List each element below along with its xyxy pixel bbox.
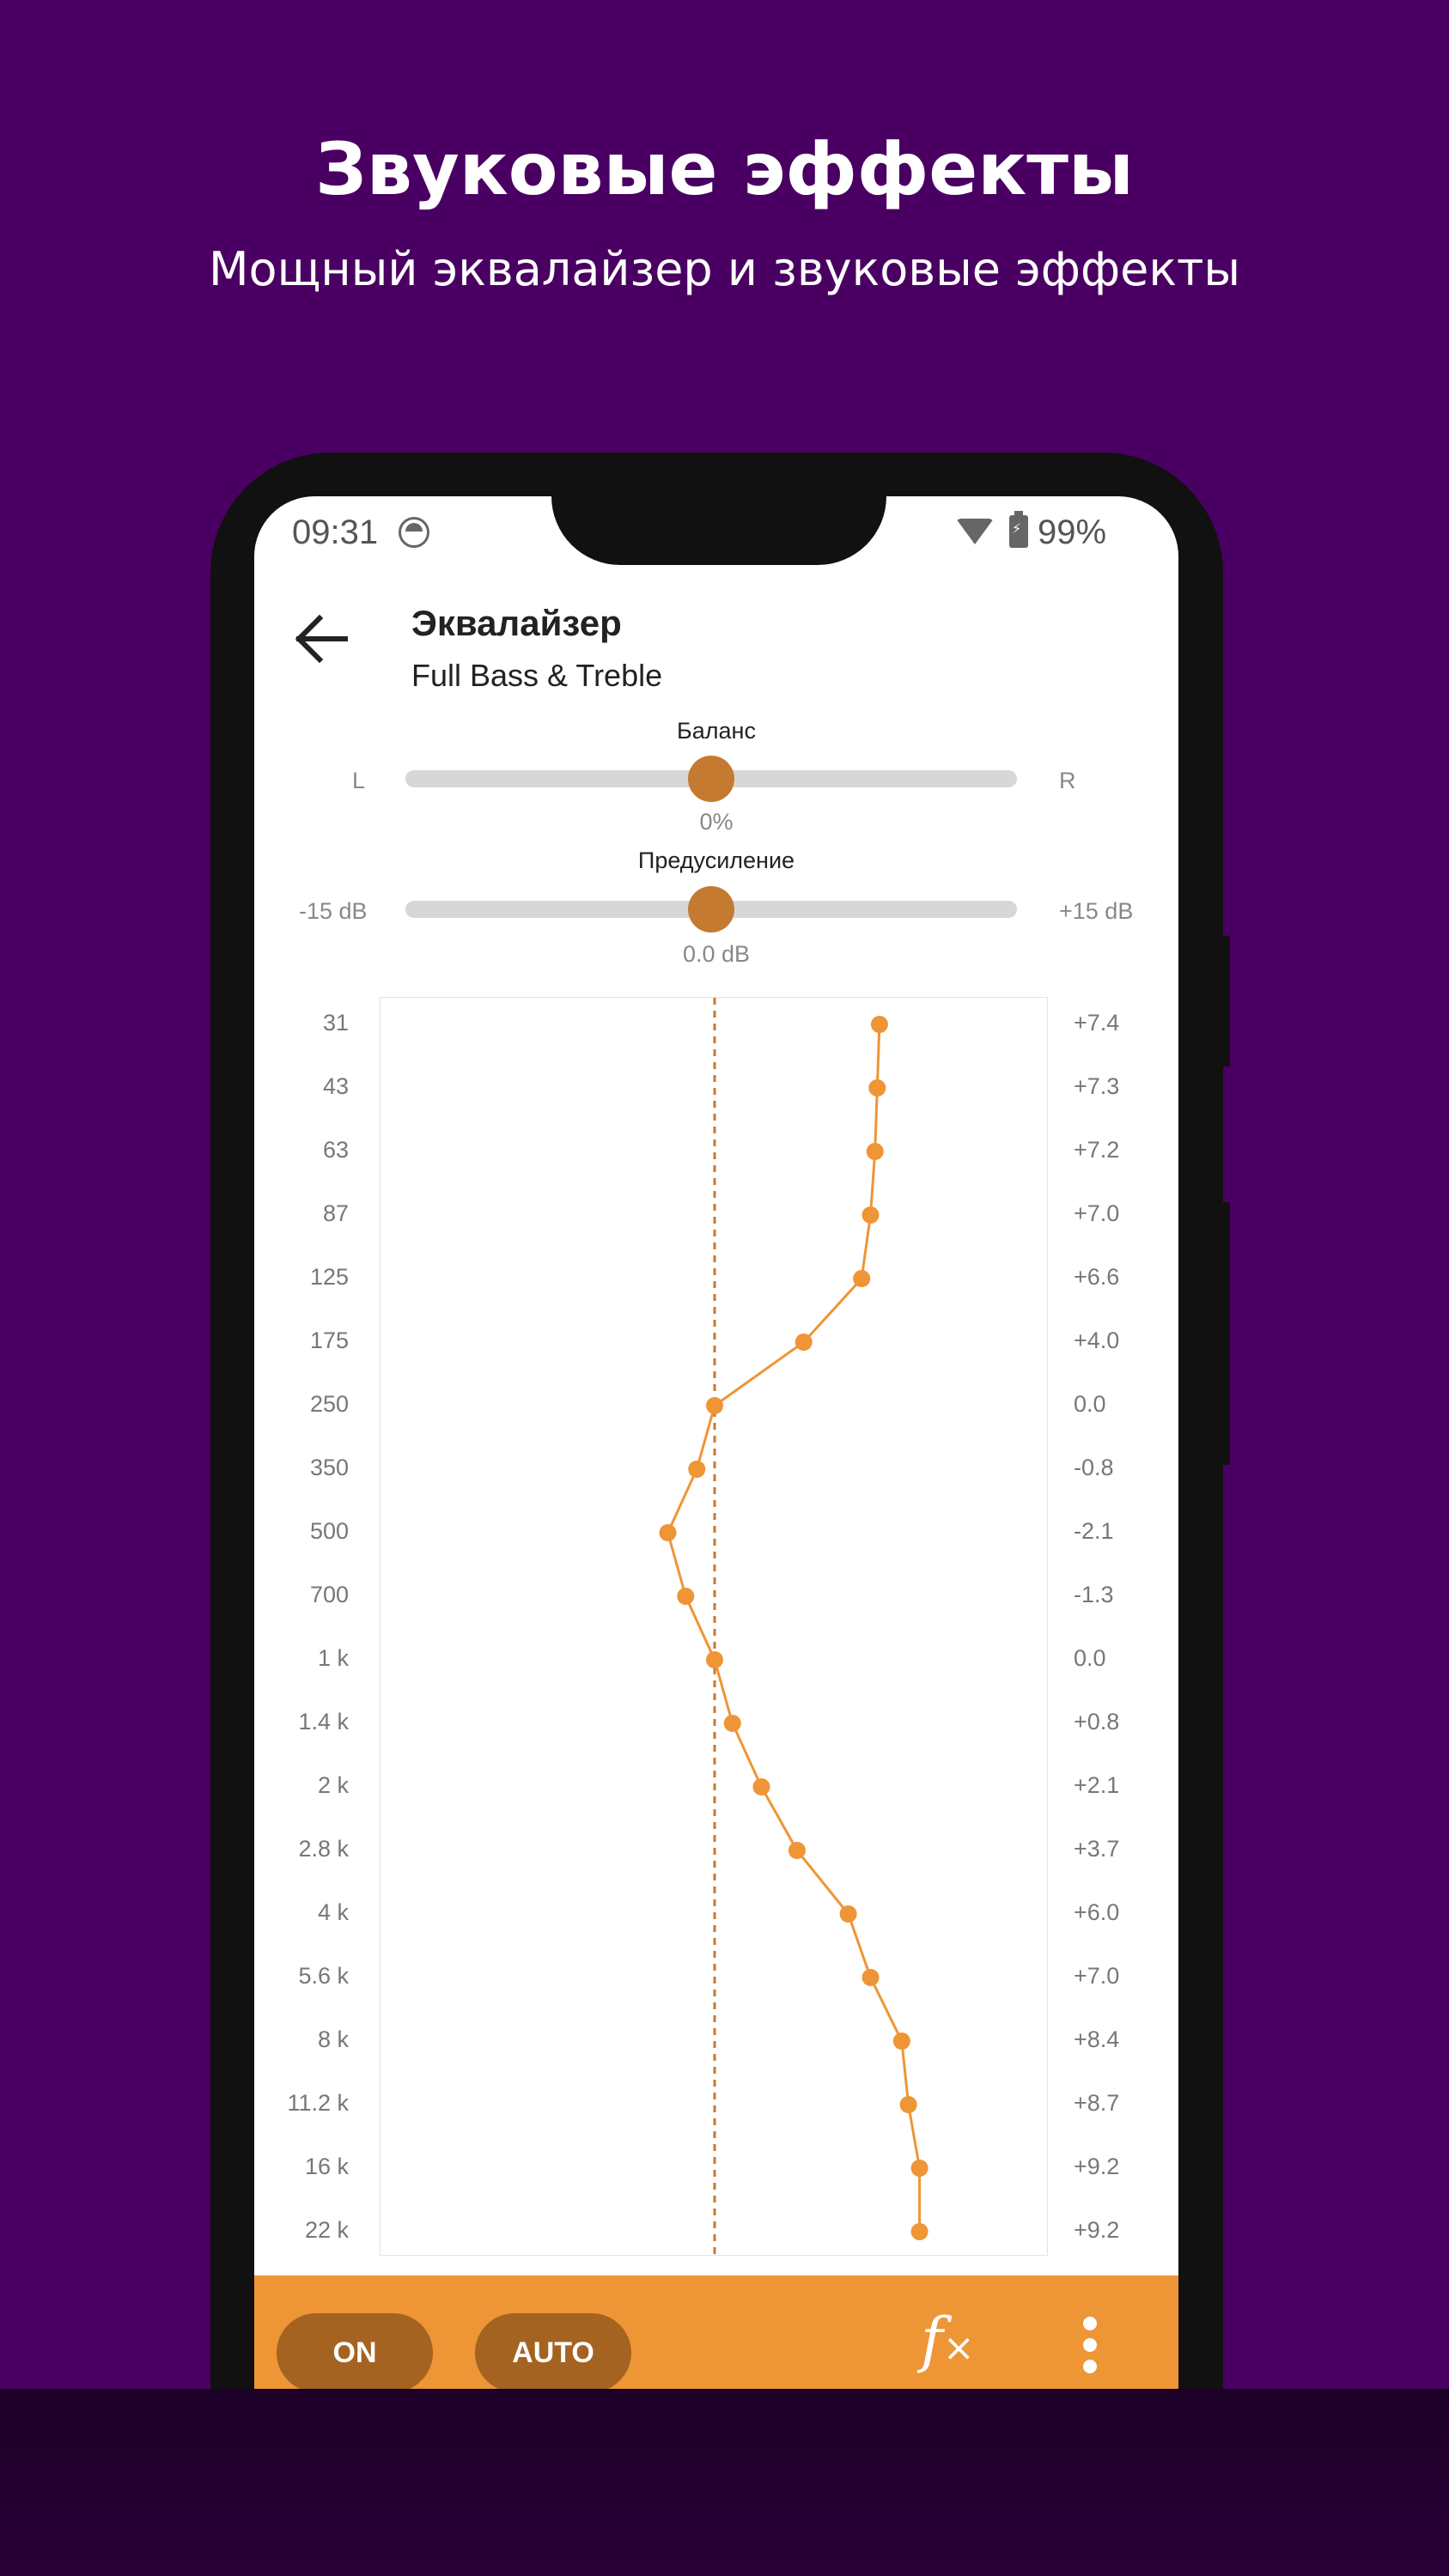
preamp-min-label: -15 dB	[299, 898, 368, 924]
eq-band-point[interactable]	[910, 2223, 928, 2240]
eq-frequency-label: 250	[309, 1391, 349, 1417]
camera-notch	[551, 496, 886, 565]
eq-gain-label: +8.4	[1074, 2026, 1120, 2052]
eq-gain-label: +3.7	[1074, 1836, 1120, 1862]
eq-gain-label: 0.0	[1074, 1645, 1106, 1671]
balance-label: Баланс	[677, 718, 756, 744]
eq-gain-label: +4.0	[1074, 1327, 1120, 1353]
bottom-shade	[0, 2389, 1449, 2576]
eq-gain-label: +7.4	[1074, 1010, 1120, 1036]
more-vertical-icon[interactable]	[1083, 2317, 1097, 2373]
promo-subtitle: Мощный эквалайзер и звуковые эффекты	[208, 242, 1241, 296]
eq-gain-label: +9.2	[1074, 2217, 1120, 2243]
eq-curve-chart[interactable]	[381, 998, 1049, 2257]
balance-slider-thumb[interactable]	[688, 756, 734, 802]
preset-name[interactable]: Full Bass & Treble	[411, 658, 663, 693]
eq-band-point[interactable]	[861, 1969, 880, 1986]
eq-frequency-label: 16 k	[304, 2154, 349, 2179]
eq-frequency-label: 43	[322, 1073, 349, 1099]
eq-band-point[interactable]	[892, 2032, 910, 2050]
eq-band-point[interactable]	[866, 1143, 884, 1160]
eq-band-point[interactable]	[870, 1016, 888, 1033]
eq-frequency-label: 63	[322, 1137, 349, 1163]
eq-band-point[interactable]	[788, 1842, 806, 1859]
eq-gain-label: +7.0	[1074, 1200, 1120, 1226]
eq-band-point[interactable]	[795, 1334, 813, 1351]
eq-frequency-label: 2 k	[317, 1772, 349, 1798]
eq-band-point[interactable]	[688, 1461, 706, 1478]
eq-frequency-label: 1.4 k	[298, 1709, 349, 1735]
phone-screen: 09:31 99% Эквалайзер Full Bass & Treble …	[254, 496, 1178, 2389]
battery-charging-icon	[1009, 511, 1028, 548]
eq-frequency-label: 125	[309, 1264, 349, 1290]
bottom-action-bar: ON AUTO f×	[254, 2275, 1178, 2389]
power-button	[1218, 1202, 1230, 1465]
eq-frequency-label: 11.2 k	[287, 2090, 349, 2116]
preamp-slider-thumb[interactable]	[688, 886, 734, 933]
eq-frequency-label: 350	[309, 1455, 349, 1480]
eq-gain-label: +7.2	[1074, 1137, 1120, 1163]
back-arrow-icon[interactable]	[290, 608, 352, 670]
eq-gain-label: +0.8	[1074, 1709, 1120, 1735]
eq-frequency-label: 87	[322, 1200, 349, 1226]
notification-face-icon	[399, 517, 429, 548]
eq-frequency-label: 2.8 k	[298, 1836, 349, 1862]
eq-band-point[interactable]	[839, 1905, 857, 1923]
eq-gain-label: -2.1	[1074, 1518, 1114, 1544]
eq-gain-label: +2.1	[1074, 1772, 1120, 1798]
eq-band-point[interactable]	[910, 2160, 928, 2177]
eq-frequency-label: 700	[309, 1582, 349, 1607]
eq-band-point[interactable]	[677, 1588, 695, 1605]
eq-band-point[interactable]	[723, 1715, 741, 1732]
eq-graph[interactable]	[380, 997, 1049, 2257]
status-battery: 99%	[1038, 513, 1107, 551]
eq-gain-label: 0.0	[1074, 1391, 1106, 1417]
eq-band-point[interactable]	[659, 1524, 677, 1541]
preamp-label: Предусиление	[637, 848, 795, 873]
balance-value: 0%	[699, 809, 734, 835]
eq-gain-label: -0.8	[1074, 1455, 1114, 1480]
preamp-value: 0.0 dB	[682, 941, 751, 967]
eq-frequency-label: 31	[322, 1010, 349, 1036]
eq-frequency-label: 4 k	[317, 1899, 349, 1925]
eq-band-point[interactable]	[899, 2096, 917, 2113]
eq-band-point[interactable]	[706, 1397, 723, 1414]
eq-curve-line	[666, 1024, 922, 2232]
eq-frequency-label: 175	[309, 1327, 349, 1353]
eq-frequency-label: 1 k	[317, 1645, 349, 1671]
eq-band-point[interactable]	[853, 1270, 871, 1287]
eq-auto-button[interactable]: AUTO	[475, 2313, 631, 2389]
eq-gain-label: +9.2	[1074, 2154, 1120, 2179]
eq-gain-label: +8.7	[1074, 2090, 1120, 2116]
promo-title: Звуковые эффекты	[315, 127, 1134, 211]
eq-band-point[interactable]	[868, 1079, 886, 1097]
eq-gain-label: +7.0	[1074, 1963, 1120, 1989]
eq-band-point[interactable]	[706, 1651, 723, 1668]
eq-gain-label: +6.0	[1074, 1899, 1120, 1925]
balance-right-label: R	[1059, 768, 1076, 793]
wifi-icon	[956, 519, 994, 544]
eq-frequency-label: 8 k	[317, 2026, 349, 2052]
eq-band-point[interactable]	[752, 1778, 770, 1795]
status-time: 09:31	[292, 513, 379, 551]
eq-band-point[interactable]	[861, 1206, 880, 1224]
balance-left-label: L	[352, 768, 366, 793]
eq-frequency-label: 5.6 k	[298, 1963, 349, 1989]
preamp-max-label: +15 dB	[1059, 898, 1134, 924]
volume-button	[1218, 936, 1230, 1066]
effects-fx-icon[interactable]: f×	[921, 2305, 975, 2375]
eq-frequency-label: 500	[309, 1518, 349, 1544]
eq-gain-label: +7.3	[1074, 1073, 1120, 1099]
eq-frequency-label: 22 k	[304, 2217, 349, 2243]
page-title: Эквалайзер	[411, 603, 622, 643]
eq-gain-label: +6.6	[1074, 1264, 1120, 1290]
eq-gain-label: -1.3	[1074, 1582, 1114, 1607]
eq-on-button[interactable]: ON	[277, 2313, 433, 2389]
